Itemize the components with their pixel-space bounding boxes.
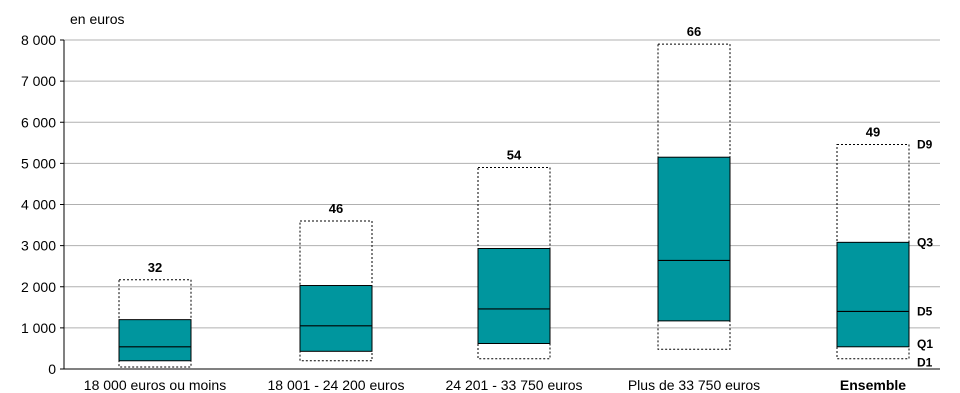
count-label: 66 xyxy=(687,24,701,39)
grid-layer xyxy=(60,39,940,370)
y-tick-label: 6 000 xyxy=(21,114,56,130)
legend-label-d5: D5 xyxy=(917,304,933,318)
count-label: 32 xyxy=(148,260,162,275)
legend-label-q1: Q1 xyxy=(917,337,933,351)
legend-label-d9: D9 xyxy=(917,137,933,151)
category-label: Ensemble xyxy=(840,377,906,393)
y-axis-tick-labels: 0 1 000 2 000 3 000 4 000 5 000 6 000 7 000 8 00… xyxy=(21,32,56,377)
category-label: 18 000 euros ou moins xyxy=(84,377,226,393)
y-tick-label: 0 xyxy=(48,361,56,377)
unit-label: en euros xyxy=(70,11,124,27)
box-group: 54 xyxy=(477,147,551,360)
percentile-legend: D9 Q3 D5 Q1 D1 xyxy=(917,137,933,369)
box-group: 32 xyxy=(118,260,192,368)
interquartile-box xyxy=(477,248,551,345)
interquartile-box xyxy=(299,285,373,352)
category-label: 18 001 - 24 200 euros xyxy=(268,377,405,393)
interquartile-box xyxy=(836,241,910,348)
count-label: 54 xyxy=(507,147,522,162)
boxes-layer: 32 46 54 66 49 xyxy=(118,24,910,368)
legend-label-q3: Q3 xyxy=(917,235,933,249)
count-label: 46 xyxy=(329,201,343,216)
category-label: 24 201 - 33 750 euros xyxy=(446,377,583,393)
interquartile-box xyxy=(657,156,731,322)
y-tick-label: 4 000 xyxy=(21,197,56,213)
y-tick-label: 7 000 xyxy=(21,73,56,89)
count-label: 49 xyxy=(866,124,880,139)
y-tick-label: 3 000 xyxy=(21,238,56,254)
category-label: Plus de 33 750 euros xyxy=(628,377,760,393)
box-group: 66 xyxy=(657,24,731,350)
y-tick-label: 1 000 xyxy=(21,320,56,336)
y-tick-label: 8 000 xyxy=(21,32,56,48)
box-group: 49 xyxy=(836,124,910,360)
y-tick-label: 2 000 xyxy=(21,279,56,295)
decile-range-box xyxy=(118,279,192,368)
box-group: 46 xyxy=(299,201,373,362)
y-tick-label: 5 000 xyxy=(21,155,56,171)
interquartile-box xyxy=(118,319,192,362)
category-labels: 18 000 euros ou moins 18 001 - 24 200 eur… xyxy=(84,377,907,393)
legend-label-d1: D1 xyxy=(917,356,933,370)
decile-range-box xyxy=(477,166,551,360)
